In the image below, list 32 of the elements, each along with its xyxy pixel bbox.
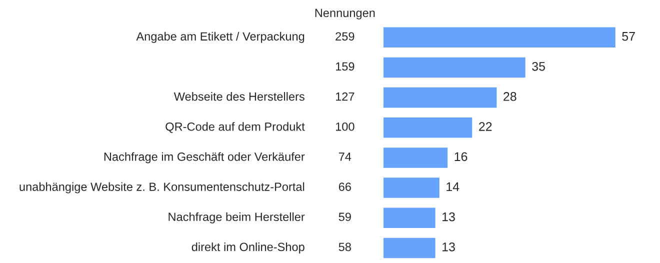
text: 100 <box>336 122 354 131</box>
data-label: 22 <box>479 122 492 131</box>
y-tick-label: Nachfrage im Geschäft oder Verkäufer <box>104 152 305 164</box>
text: 58 <box>338 242 351 252</box>
bar <box>382 56 527 79</box>
data-label: 57 <box>622 32 635 41</box>
bar <box>382 146 449 170</box>
y-tick-label: Nachfrage beim Hersteller <box>168 212 305 224</box>
text: Nennungen <box>315 8 375 20</box>
y-tick-label: direkt im Online-Shop <box>192 242 304 254</box>
text: 159 <box>336 62 354 71</box>
data-label: 16 <box>454 152 468 162</box>
data-label: 14 <box>446 182 460 192</box>
y-tick-label: Angabe am Etikett / Verpackung <box>136 32 304 43</box>
y-tick-label: Webseite des Herstellers <box>174 92 304 101</box>
text: 59 <box>338 212 351 222</box>
text: 259 <box>336 32 354 41</box>
bar <box>382 116 474 140</box>
data-label: 13 <box>442 212 455 222</box>
y-tick-label: unabhängige Website z. B. Konsumentenschutz-Portal <box>20 182 304 194</box>
text: 127 <box>336 92 354 101</box>
bar <box>382 86 498 110</box>
data-label: 35 <box>532 62 545 71</box>
bar <box>382 206 437 230</box>
data-label: 13 <box>442 242 455 252</box>
bar <box>382 176 441 200</box>
text: 66 <box>338 182 351 191</box>
data-label: 28 <box>504 92 516 101</box>
y-tick-label: QR-Code auf dem Produkt <box>166 122 305 133</box>
bar <box>382 26 617 49</box>
text: 74 <box>338 152 352 161</box>
bar <box>382 236 437 260</box>
